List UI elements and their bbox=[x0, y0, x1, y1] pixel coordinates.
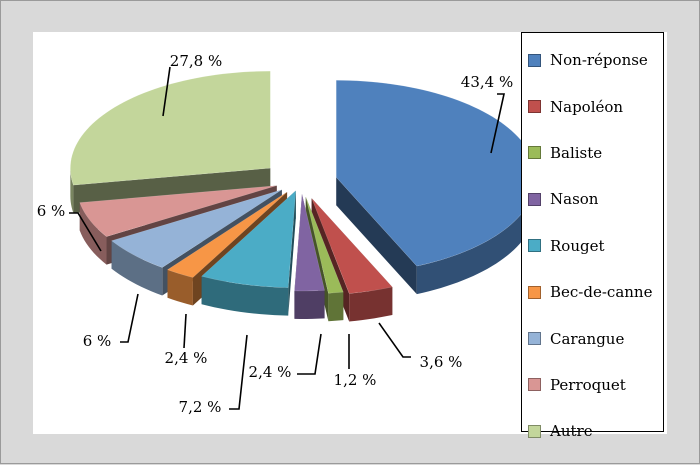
legend-swatch bbox=[528, 424, 541, 438]
legend-swatch bbox=[528, 192, 541, 206]
legend-item-autre: Autre bbox=[522, 408, 663, 454]
legend-label: Napoléon bbox=[550, 97, 624, 116]
legend-label: Autre bbox=[550, 422, 593, 441]
slice-wall-baliste bbox=[328, 292, 344, 322]
data-label-rouget: 7,2 % bbox=[179, 398, 222, 416]
legend-item-nason: Nason bbox=[522, 176, 663, 222]
legend-label: Bec-de-canne bbox=[550, 283, 653, 302]
slice-baliste bbox=[305, 196, 344, 294]
leader-line-carangue bbox=[120, 293, 139, 343]
legend-item-carangue: Carangue bbox=[522, 315, 663, 361]
legend-swatch bbox=[528, 285, 541, 299]
data-label-autre: 27,8 % bbox=[170, 52, 222, 70]
legend: Non-réponse Napoléon Baliste Nason Rouget Bec… bbox=[521, 32, 664, 440]
slice-bec-de-canne bbox=[166, 191, 288, 278]
slice-napoleon bbox=[311, 198, 393, 294]
leader-line-bec-de-canne bbox=[183, 313, 187, 349]
slice-carangue bbox=[111, 189, 282, 268]
slice-side-non-reponse bbox=[336, 177, 417, 295]
data-label-perroquet: 6 % bbox=[37, 202, 66, 220]
legend-swatch bbox=[528, 239, 541, 253]
legend-swatch bbox=[528, 332, 541, 346]
slice-wall-non-reponse bbox=[416, 177, 537, 295]
leader-line-napoleon bbox=[378, 322, 411, 358]
slice-wall-bec-de-canne bbox=[167, 269, 193, 306]
legend-item-baliste: Baliste bbox=[522, 130, 663, 176]
slice-side-rouget bbox=[288, 190, 296, 316]
legend-swatch bbox=[528, 378, 541, 392]
leader-line-nason bbox=[297, 333, 322, 375]
legend-swatch bbox=[528, 100, 541, 114]
legend-label: Nason bbox=[550, 190, 599, 209]
data-label-non-reponse: 43,4 % bbox=[461, 73, 513, 91]
legend-item-non-reponse: Non-réponse bbox=[522, 37, 663, 83]
leader-line-non-reponse bbox=[490, 93, 505, 154]
data-label-baliste: 1,2 % bbox=[334, 371, 377, 389]
legend-swatch bbox=[528, 146, 541, 160]
legend-swatch bbox=[528, 53, 541, 67]
leader-line-autre bbox=[162, 66, 171, 117]
legend-label: Non-réponse bbox=[550, 51, 648, 70]
slice-wall-rouget bbox=[201, 276, 289, 316]
data-label-carangue: 6 % bbox=[83, 332, 112, 350]
legend-item-perroquet: Perroquet bbox=[522, 362, 663, 408]
leader-line-perroquet bbox=[69, 212, 102, 252]
legend-label: Carangue bbox=[550, 329, 625, 348]
data-label-bec-de-canne: 2,4 % bbox=[165, 349, 208, 367]
legend-item-rouget: Rouget bbox=[522, 223, 663, 269]
data-label-napoleon: 3,6 % bbox=[420, 353, 463, 371]
slice-wall-nason bbox=[294, 290, 325, 319]
slice-tops bbox=[70, 70, 537, 294]
legend-label: Perroquet bbox=[550, 375, 626, 394]
data-labels: 43,4 % 3,6 % 1,2 % 2,4 % 7,2 % 2,4 % 6 % 6 % 27,… bbox=[37, 52, 514, 416]
data-label-nason: 2,4 % bbox=[249, 363, 292, 381]
leader-lines bbox=[69, 66, 505, 410]
slice-rouget bbox=[201, 190, 297, 288]
slice-perroquet bbox=[79, 185, 277, 237]
legend-label: Rouget bbox=[550, 236, 605, 255]
leader-line-rouget bbox=[229, 334, 248, 410]
slice-nason bbox=[294, 193, 325, 292]
slice-wall-napoleon bbox=[349, 286, 393, 322]
legend-item-napoleon: Napoléon bbox=[522, 83, 663, 129]
legend-item-bec-de-canne: Bec-de-canne bbox=[522, 269, 663, 315]
slice-autre bbox=[70, 70, 271, 186]
slice-wall-carangue bbox=[111, 240, 163, 296]
slice-wall-autre bbox=[70, 168, 74, 214]
legend-label: Baliste bbox=[550, 143, 603, 162]
